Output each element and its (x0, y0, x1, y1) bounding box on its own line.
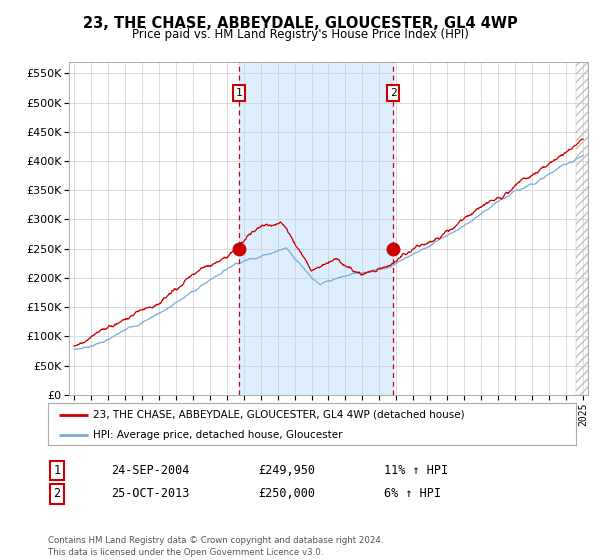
Text: 1: 1 (53, 464, 61, 477)
Text: 25-OCT-2013: 25-OCT-2013 (111, 487, 190, 501)
Text: HPI: Average price, detached house, Gloucester: HPI: Average price, detached house, Glou… (93, 430, 343, 440)
Text: £250,000: £250,000 (258, 487, 315, 501)
Text: £249,950: £249,950 (258, 464, 315, 477)
Text: 1: 1 (236, 88, 242, 98)
Text: 23, THE CHASE, ABBEYDALE, GLOUCESTER, GL4 4WP (detached house): 23, THE CHASE, ABBEYDALE, GLOUCESTER, GL… (93, 410, 464, 420)
Text: 24-SEP-2004: 24-SEP-2004 (111, 464, 190, 477)
Text: 2: 2 (53, 487, 61, 501)
Text: 6% ↑ HPI: 6% ↑ HPI (384, 487, 441, 501)
Bar (576, 62, 588, 395)
Bar (239, 62, 393, 395)
Text: 23, THE CHASE, ABBEYDALE, GLOUCESTER, GL4 4WP: 23, THE CHASE, ABBEYDALE, GLOUCESTER, GL… (83, 16, 517, 31)
Text: Price paid vs. HM Land Registry's House Price Index (HPI): Price paid vs. HM Land Registry's House … (131, 28, 469, 41)
Text: 11% ↑ HPI: 11% ↑ HPI (384, 464, 448, 477)
Text: 2: 2 (390, 88, 397, 98)
Text: Contains HM Land Registry data © Crown copyright and database right 2024.
This d: Contains HM Land Registry data © Crown c… (48, 536, 383, 557)
